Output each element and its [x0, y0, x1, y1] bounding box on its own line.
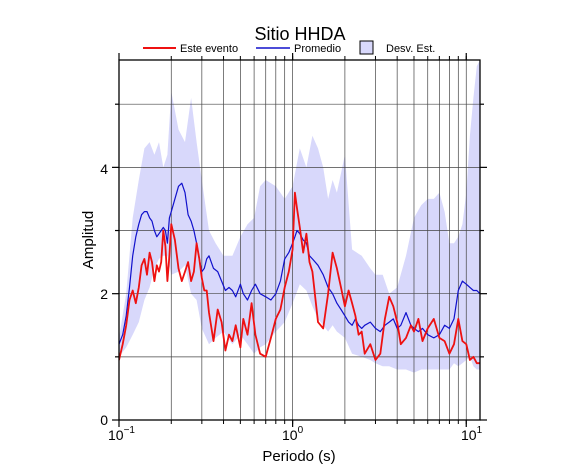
- legend-label-event: Este evento: [180, 43, 238, 55]
- legend-label-std: Desv. Est.: [386, 43, 435, 55]
- x-tick-label-2: 101: [461, 425, 483, 443]
- y-tick-label-2: 2: [100, 286, 108, 302]
- y-tick-label-0: 0: [100, 412, 108, 428]
- series-line-mean: [119, 182, 480, 345]
- std-band: [119, 60, 480, 373]
- plot-area: [119, 60, 480, 420]
- chart-title: Sitio HHDA: [254, 24, 345, 44]
- y-tick-label-4: 4: [100, 161, 108, 177]
- series-line-event: [119, 191, 480, 365]
- legend-label-mean: Promedio: [294, 43, 341, 55]
- y-axis-label: Amplitud: [80, 211, 97, 269]
- plot-frame: [118, 59, 481, 421]
- x-tick-label-1: 100: [282, 425, 304, 443]
- x-axis-label: Periodo (s): [262, 448, 335, 465]
- axes: 10−1 100 101 0 2 4 Periodo (s) Amplitud: [80, 53, 487, 465]
- legend-swatch-std: [359, 40, 374, 55]
- x-tick-label-0: 10−1: [108, 425, 135, 443]
- legend: Este evento Promedio Desv. Est.: [143, 40, 435, 55]
